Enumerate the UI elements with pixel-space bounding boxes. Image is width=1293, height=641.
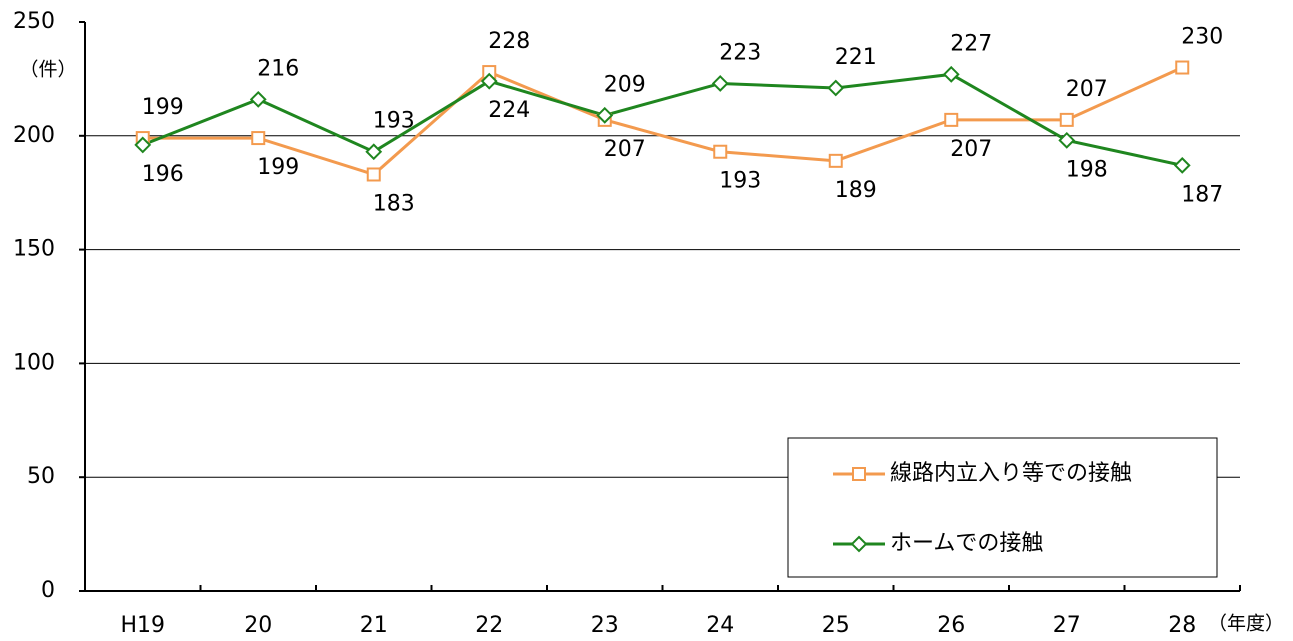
data-label: 199: [142, 95, 184, 120]
point: [942, 65, 960, 83]
point: [1059, 112, 1074, 127]
y-tick-label: 250: [13, 9, 55, 34]
y-unit: （件）: [19, 59, 76, 81]
x-tick-label: 20: [244, 613, 272, 638]
legend-marker: [850, 535, 868, 553]
point: [366, 167, 381, 182]
data-label: 207: [1066, 77, 1108, 102]
point: [1173, 156, 1191, 174]
x-tick-label: 21: [360, 613, 388, 638]
series-line: [142, 66, 1183, 177]
point: [134, 136, 152, 154]
data-label: 183: [373, 191, 415, 216]
legend-box: [787, 437, 1218, 578]
data-label: 221: [835, 45, 877, 70]
point: [251, 131, 266, 146]
data-label: 193: [719, 169, 761, 194]
x-unit: （年度）: [1208, 613, 1284, 635]
x-tick-label: 23: [591, 613, 619, 638]
data-label: 227: [950, 31, 992, 56]
data-label: 216: [257, 56, 299, 81]
data-label: 223: [719, 40, 761, 65]
data-label: 198: [1066, 157, 1108, 182]
legend-marker: [852, 467, 866, 481]
point: [249, 90, 267, 108]
data-label: 193: [373, 109, 415, 134]
data-label: 207: [604, 137, 646, 162]
point: [944, 112, 959, 127]
point: [365, 143, 383, 161]
point: [713, 144, 728, 159]
series-line: [142, 72, 1183, 167]
data-label: 207: [950, 137, 992, 162]
x-tick-label: 27: [1053, 613, 1081, 638]
x-tick-label: 25: [822, 613, 850, 638]
data-label: 199: [257, 155, 299, 180]
data-label: 189: [835, 178, 877, 203]
point: [828, 153, 843, 168]
x-tick-label: 26: [937, 613, 965, 638]
x-tick-label: H19: [120, 613, 165, 638]
point: [1058, 131, 1076, 149]
x-tick-label: 28: [1168, 613, 1196, 638]
data-label: 196: [142, 162, 184, 187]
y-tick-label: 0: [41, 578, 55, 603]
legend-label: ホームでの接触: [890, 531, 1043, 556]
x-tick-label: 24: [706, 613, 734, 638]
point: [596, 106, 614, 124]
x-tick-label: 22: [475, 613, 503, 638]
point: [711, 75, 729, 92]
data-label: 209: [604, 72, 646, 97]
y-tick-label: 150: [13, 237, 55, 262]
data-label: 224: [488, 98, 530, 123]
point: [1175, 60, 1190, 75]
data-label: 187: [1181, 182, 1223, 207]
y-tick-label: 100: [13, 350, 55, 375]
legend-label: 線路内立入り等での接触: [890, 461, 1132, 486]
point: [480, 72, 498, 90]
data-label: 230: [1181, 25, 1223, 50]
y-tick-label: 50: [27, 464, 55, 489]
point: [827, 79, 845, 97]
data-label: 228: [488, 29, 530, 54]
y-tick-label: 200: [13, 123, 55, 148]
